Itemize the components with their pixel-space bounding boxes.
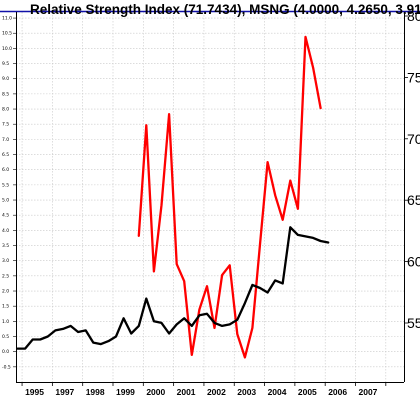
left-tick-label: 8.0 [2,107,9,113]
right-tick-label: 70 [407,131,420,147]
left-tick-label: 11.0 [2,16,12,22]
left-tick-label: 8.5 [2,91,9,97]
left-tick-label: 3.5 [2,243,9,249]
series-group [16,35,330,359]
left-tick-label: 6.5 [2,152,9,158]
left-tick-label: 9.0 [2,76,9,82]
left-tick-label: 4.5 [2,213,9,219]
x-tick-label: 2005 [298,387,317,397]
price-series-line [16,226,330,350]
right-tick-label: 80 [407,8,420,24]
left-tick-label: 2.0 [2,289,9,295]
left-tick-label: 5.0 [2,198,9,204]
left-tick-label: 3.0 [2,258,9,264]
x-tick-label: 2004 [268,387,287,397]
x-axis-ticks: 1995 1997 1998 1999 2000 2001 2002 2003 2004 2005… [21,382,387,397]
left-tick-label: 4.0 [2,228,9,234]
right-tick-label: 75 [407,69,420,85]
x-tick-label: 1995 [25,387,44,397]
left-tick-label: 10.0 [2,46,12,52]
right-tick-label: 60 [407,254,420,270]
x-tick-label: 2001 [177,387,196,397]
left-axis-ticks: 11.0 10.5 10.0 9.5 9.0 8.5 8.0 7.5 7.0 6.5 6.0 5.5 5… [2,16,16,370]
x-tick-label: 2003 [237,387,256,397]
left-tick-label: 1.5 [2,304,9,310]
left-tick-label: -0.5 [2,364,11,370]
x-tick-label: 2007 [359,387,378,397]
x-tick-label: 1999 [116,387,135,397]
left-tick-label: 1.0 [2,319,9,325]
x-tick-label: 2002 [207,387,226,397]
left-tick-label: 0.0 [2,349,9,355]
rsi-series-line [137,35,322,359]
x-tick-label: 1997 [55,387,74,397]
left-tick-label: 7.0 [2,137,9,143]
chart-title: Relative Strength Index (71.7434), MSNG … [30,2,420,17]
left-tick-label: 7.5 [2,122,9,128]
left-tick-label: 10.5 [2,31,12,37]
right-tick-label: 55 [407,315,420,331]
right-axis-ticks: 80 75 70 65 60 55 [404,8,420,331]
x-tick-label: 2006 [328,387,347,397]
right-tick-label: 65 [407,192,420,208]
left-tick-label: 9.5 [2,61,9,67]
left-tick-label: 0.5 [2,334,9,340]
x-tick-label: 1998 [86,387,105,397]
left-tick-label: 5.5 [2,182,9,188]
left-tick-label: 6.0 [2,167,9,173]
left-tick-label: 2.5 [2,273,9,279]
x-tick-label: 2000 [146,387,165,397]
